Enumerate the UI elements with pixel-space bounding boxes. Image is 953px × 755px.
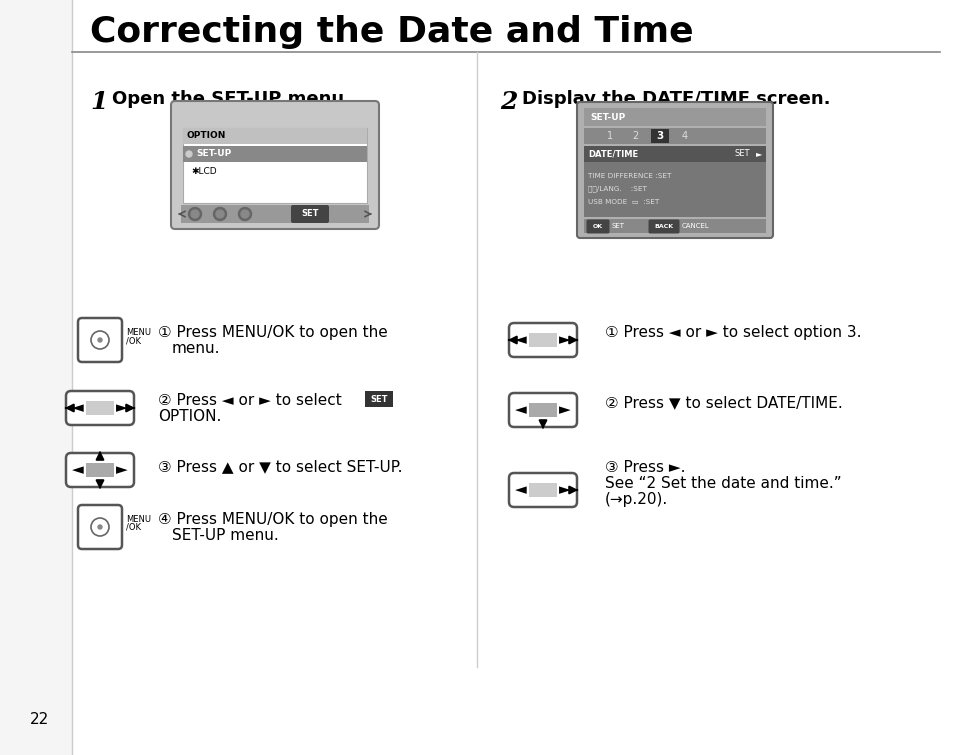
- Circle shape: [98, 338, 102, 342]
- Text: ② Press ▼ to select DATE/TIME.: ② Press ▼ to select DATE/TIME.: [604, 395, 841, 410]
- FancyBboxPatch shape: [365, 391, 393, 407]
- Text: menu.: menu.: [172, 341, 220, 356]
- Text: ④ Press MENU/OK to open the: ④ Press MENU/OK to open the: [158, 512, 387, 527]
- FancyBboxPatch shape: [577, 102, 772, 238]
- Text: 言語/LANG.    :SET: 言語/LANG. :SET: [587, 186, 646, 193]
- FancyBboxPatch shape: [583, 162, 765, 217]
- Circle shape: [189, 208, 201, 220]
- Text: 2: 2: [631, 131, 638, 141]
- Text: ◄: ◄: [72, 463, 84, 477]
- Text: SET: SET: [370, 395, 387, 403]
- Text: ►: ►: [116, 400, 128, 415]
- Text: MENU: MENU: [126, 328, 151, 337]
- Text: 22: 22: [30, 713, 50, 728]
- Text: SET: SET: [301, 209, 318, 218]
- Text: BACK: BACK: [654, 223, 673, 229]
- Text: (→p.20).: (→p.20).: [604, 492, 667, 507]
- Text: ① Press MENU/OK to open the: ① Press MENU/OK to open the: [158, 325, 387, 340]
- Text: 3: 3: [656, 131, 663, 141]
- FancyBboxPatch shape: [181, 205, 369, 223]
- Circle shape: [91, 331, 109, 349]
- FancyBboxPatch shape: [648, 220, 679, 233]
- Circle shape: [238, 208, 252, 220]
- Text: ◄: ◄: [72, 400, 84, 415]
- Text: 1: 1: [606, 131, 613, 141]
- Text: SET-UP: SET-UP: [195, 149, 231, 159]
- FancyBboxPatch shape: [183, 128, 367, 203]
- Circle shape: [91, 518, 109, 536]
- Text: ►: ►: [558, 332, 570, 347]
- FancyBboxPatch shape: [586, 220, 609, 233]
- FancyBboxPatch shape: [86, 401, 113, 415]
- FancyBboxPatch shape: [171, 101, 378, 229]
- Text: ◄: ◄: [515, 402, 526, 418]
- FancyBboxPatch shape: [78, 505, 122, 549]
- Text: ►: ►: [558, 402, 570, 418]
- Text: MENU: MENU: [126, 515, 151, 524]
- Text: /OK: /OK: [126, 523, 141, 532]
- FancyBboxPatch shape: [529, 333, 557, 347]
- Text: ►: ►: [558, 482, 570, 498]
- Text: OPTION.: OPTION.: [158, 409, 221, 424]
- Text: CANCEL: CANCEL: [681, 223, 709, 229]
- Text: SET-UP: SET-UP: [589, 112, 624, 122]
- FancyBboxPatch shape: [583, 219, 765, 233]
- Text: ③ Press ►.: ③ Press ►.: [604, 460, 685, 475]
- Text: ① Press ◄ or ► to select option 3.: ① Press ◄ or ► to select option 3.: [604, 325, 861, 340]
- FancyBboxPatch shape: [0, 0, 71, 755]
- FancyBboxPatch shape: [509, 323, 577, 357]
- Text: ►: ►: [755, 149, 761, 159]
- Text: Open the SET-UP menu.: Open the SET-UP menu.: [112, 90, 351, 108]
- FancyBboxPatch shape: [509, 393, 577, 427]
- Text: TIME DIFFERENCE :SET: TIME DIFFERENCE :SET: [587, 173, 671, 179]
- FancyBboxPatch shape: [66, 453, 133, 487]
- FancyBboxPatch shape: [183, 146, 367, 162]
- FancyBboxPatch shape: [583, 146, 765, 162]
- FancyBboxPatch shape: [650, 129, 668, 143]
- FancyBboxPatch shape: [291, 205, 329, 223]
- Text: Correcting the Date and Time: Correcting the Date and Time: [90, 15, 693, 49]
- FancyBboxPatch shape: [509, 473, 577, 507]
- Circle shape: [213, 208, 226, 220]
- FancyBboxPatch shape: [183, 128, 367, 144]
- Text: OK: OK: [593, 223, 602, 229]
- Text: DATE/TIME: DATE/TIME: [587, 149, 638, 159]
- Circle shape: [215, 210, 224, 218]
- Text: SET: SET: [612, 223, 624, 229]
- Text: ◄: ◄: [515, 482, 526, 498]
- Text: Display the DATE/TIME screen.: Display the DATE/TIME screen.: [521, 90, 830, 108]
- Text: OPTION: OPTION: [187, 131, 226, 140]
- Text: SET-UP menu.: SET-UP menu.: [172, 528, 278, 543]
- FancyBboxPatch shape: [66, 391, 133, 425]
- Text: See “2 Set the date and time.”: See “2 Set the date and time.”: [604, 476, 841, 491]
- Text: ✱LCD: ✱LCD: [191, 168, 216, 177]
- FancyBboxPatch shape: [529, 403, 557, 417]
- FancyBboxPatch shape: [583, 128, 765, 144]
- Circle shape: [186, 151, 192, 157]
- Circle shape: [191, 210, 199, 218]
- Text: USB MODE  ▭  :SET: USB MODE ▭ :SET: [587, 199, 659, 205]
- FancyBboxPatch shape: [583, 108, 765, 126]
- FancyBboxPatch shape: [529, 483, 557, 497]
- FancyBboxPatch shape: [78, 318, 122, 362]
- Text: 1: 1: [90, 90, 108, 114]
- Text: SET: SET: [734, 149, 750, 159]
- Circle shape: [98, 525, 102, 529]
- Text: 4: 4: [681, 131, 687, 141]
- FancyBboxPatch shape: [86, 463, 113, 477]
- Circle shape: [241, 210, 249, 218]
- Text: ►: ►: [116, 463, 128, 477]
- Text: 2: 2: [499, 90, 517, 114]
- Text: ② Press ◄ or ► to select: ② Press ◄ or ► to select: [158, 393, 346, 408]
- Text: ◄: ◄: [515, 332, 526, 347]
- Text: /OK: /OK: [126, 336, 141, 345]
- Text: ③ Press ▲ or ▼ to select SET-UP.: ③ Press ▲ or ▼ to select SET-UP.: [158, 459, 402, 474]
